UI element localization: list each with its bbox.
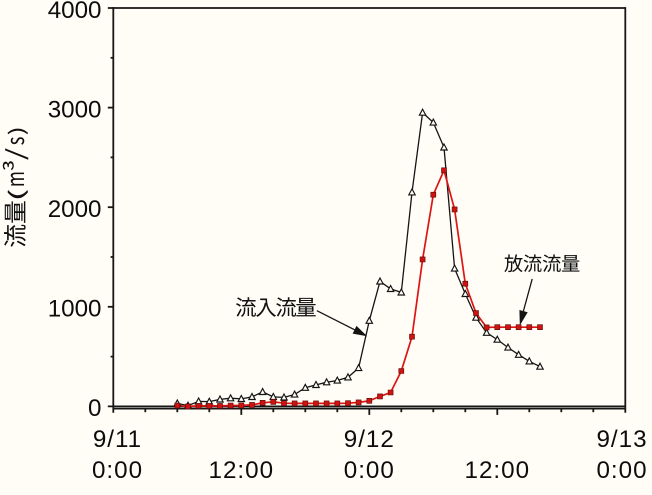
svg-text:9/13: 9/13 xyxy=(596,426,647,453)
svg-text:0:00: 0:00 xyxy=(596,457,647,484)
svg-text:9/11: 9/11 xyxy=(93,426,142,453)
svg-text:9/12: 9/12 xyxy=(344,426,395,453)
svg-text:4000: 4000 xyxy=(48,0,102,24)
svg-text:12:00: 12:00 xyxy=(209,457,275,484)
svg-text:1000: 1000 xyxy=(48,296,102,323)
svg-text:0: 0 xyxy=(88,395,101,422)
svg-text:0:00: 0:00 xyxy=(92,457,143,484)
svg-text:12:00: 12:00 xyxy=(465,457,531,484)
svg-text:3000: 3000 xyxy=(48,96,102,123)
svg-text:2000: 2000 xyxy=(48,196,102,223)
svg-text:0:00: 0:00 xyxy=(344,457,395,484)
